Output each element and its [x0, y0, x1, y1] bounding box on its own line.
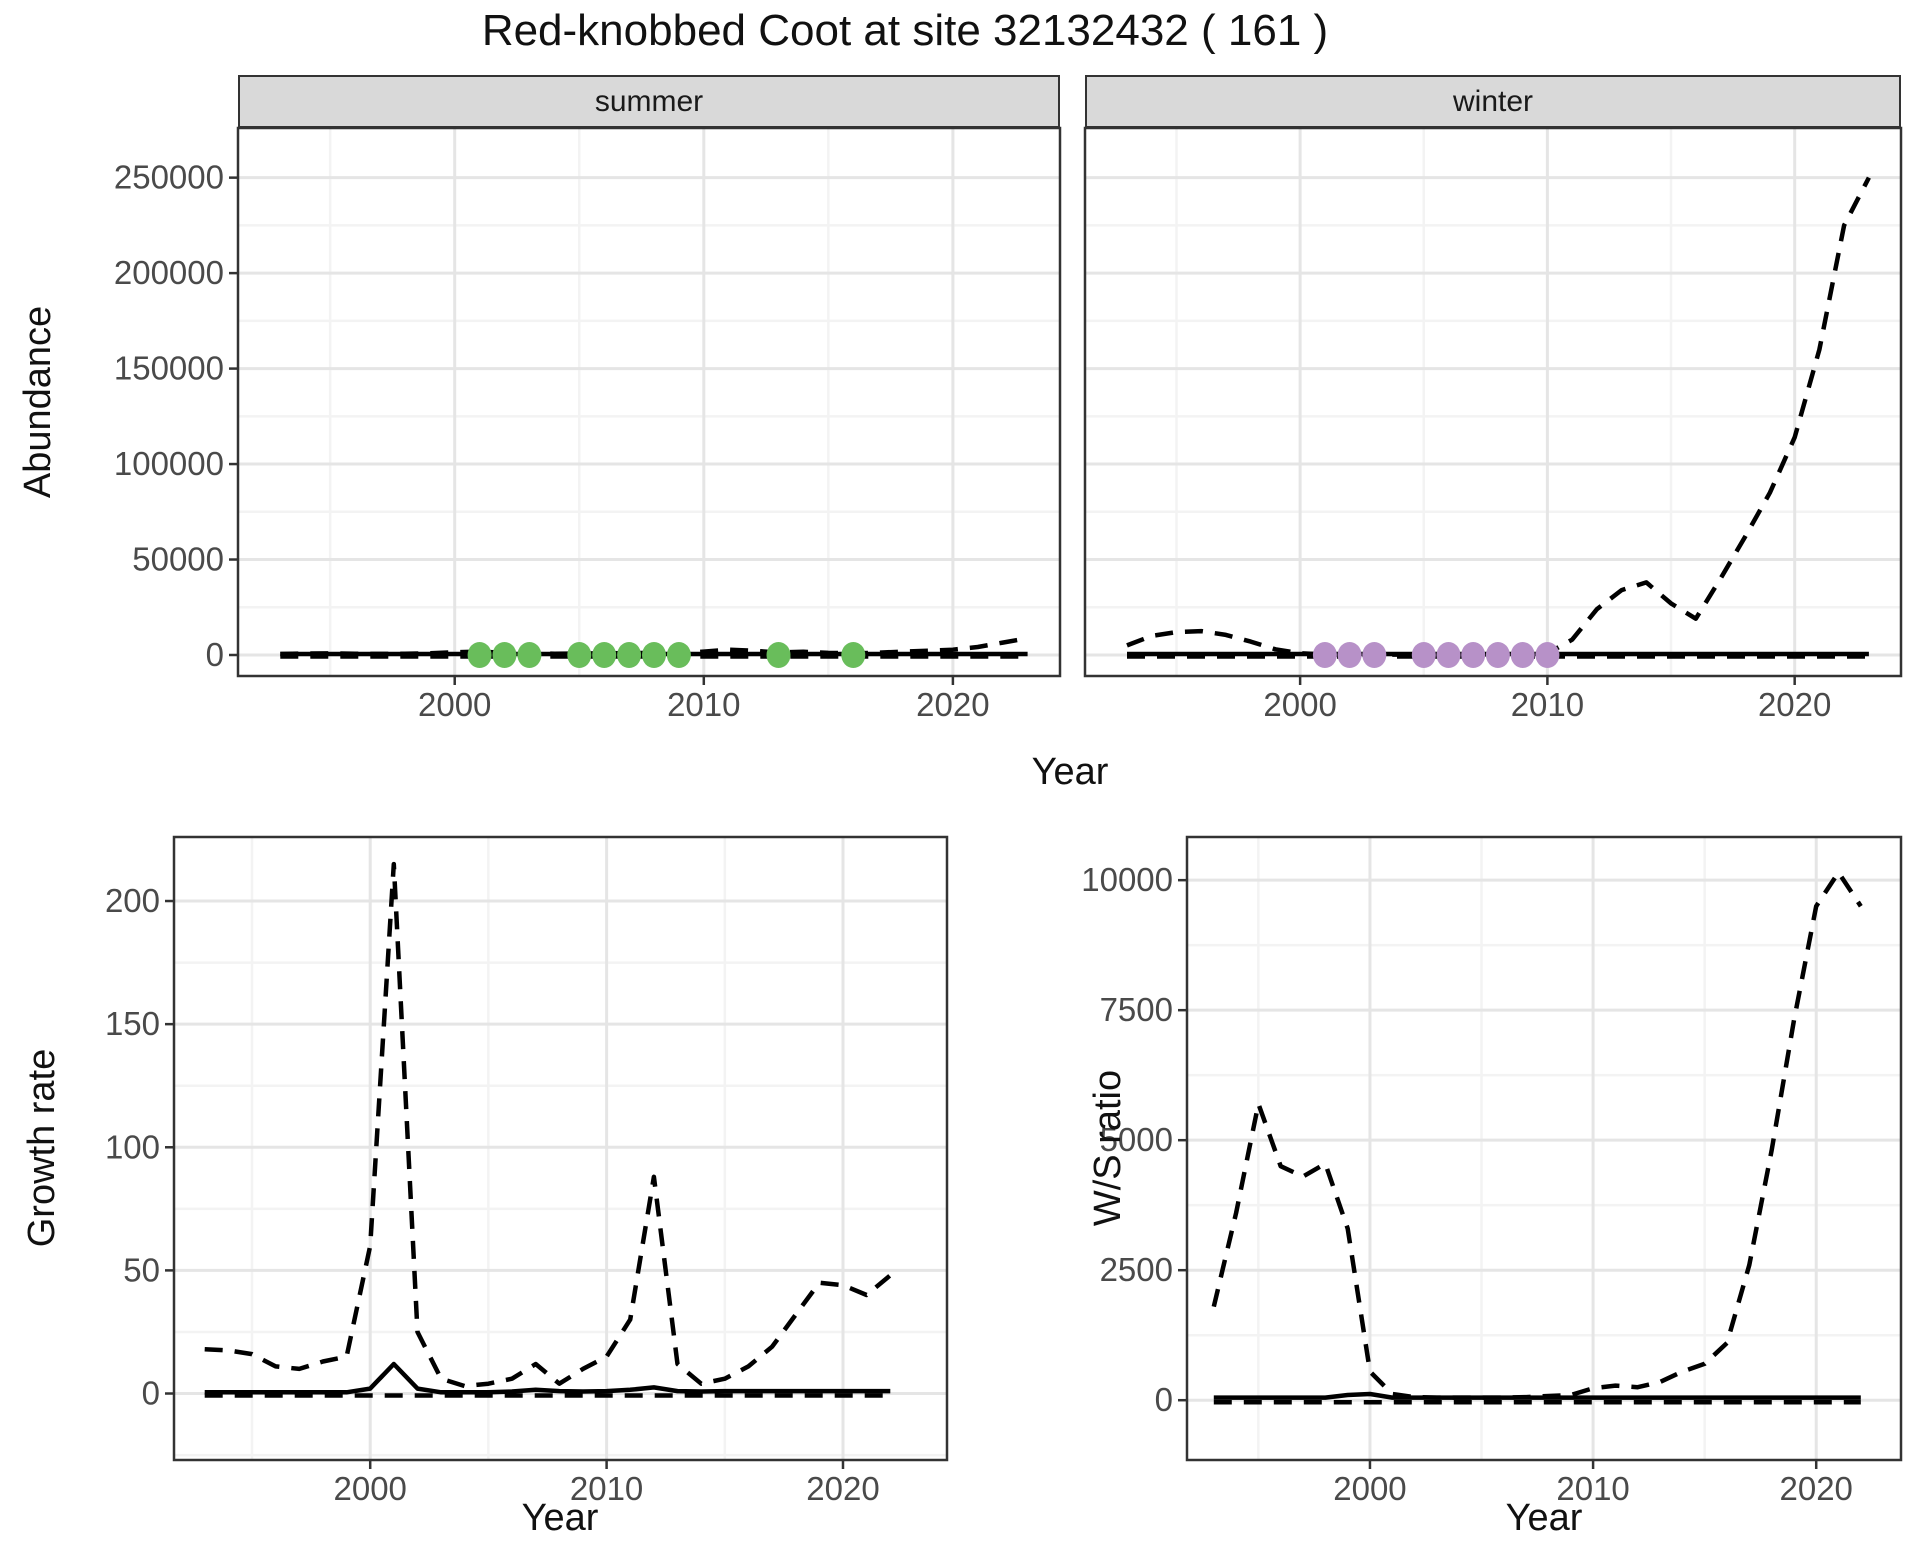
observed-counts-winter-point — [1510, 642, 1535, 668]
observed-counts-summer-point — [592, 642, 617, 668]
growth-rate-y-tick-label: 100 — [105, 1128, 160, 1165]
observed-counts-summer-point — [642, 642, 666, 668]
abundance-winter-x-tick-label: 2020 — [1758, 686, 1831, 723]
ws-ratio-y-tick-label: 7500 — [1100, 991, 1173, 1028]
ws-ratio-y-tick-label: 5000 — [1100, 1121, 1173, 1158]
abundance-summer-plot-area — [238, 128, 1060, 676]
observed-counts-summer-point — [617, 642, 642, 668]
growth-rate-x-tick-label: 2020 — [806, 1470, 879, 1507]
ws-ratio-axis-title: W/S ratio — [1087, 1069, 1129, 1227]
abundance-summer-panel-border — [236, 126, 1062, 678]
growth-rate-x-tick-label: 2000 — [333, 1470, 406, 1507]
abundance-axis-title: Abundance — [17, 305, 59, 499]
observed-counts-summer-point — [467, 642, 492, 668]
abundance-winter-x-tick-label: 2010 — [1511, 686, 1584, 723]
growth-rate-y-tick-label: 200 — [105, 882, 160, 919]
ws-ratio-y-tick-label: 0 — [1155, 1381, 1173, 1418]
observed-counts-winter-point — [1436, 642, 1461, 668]
growth-rate-panel: 2000 2010 2020 0 50 100 150 200 — [105, 835, 949, 1507]
abundance-summer-panel: 2000 2010 2020 0 50000 100000 150000 200000 2500… — [114, 126, 1062, 723]
ws-ratio-x-tick-label: 2000 — [1333, 1470, 1406, 1507]
observed-counts-winter-point — [1337, 642, 1362, 668]
growth-rate-upper-ci-line — [204, 861, 892, 1389]
abundance-winter-panel-border — [1083, 126, 1903, 678]
abundance-summer-x-tick-label: 2020 — [916, 686, 989, 723]
observed-counts-winter-point — [1312, 642, 1337, 668]
abundance-y-tick-label: 150000 — [114, 350, 224, 387]
observed-counts-summer-point — [666, 642, 691, 668]
ws-ratio-median-line — [1213, 1391, 1861, 1400]
abundance-y-tick-label: 0 — [206, 636, 224, 673]
growth-rate-x-tick-label: 2010 — [570, 1470, 643, 1507]
facet-strip-winter: winter — [1085, 75, 1901, 128]
growth-rate-median-line — [204, 1361, 891, 1395]
observed-counts-winter-point — [1535, 642, 1560, 668]
abundance-winter-panel: 2000 2010 2020 — [1083, 126, 1903, 723]
abundance-winter-x-tick-label: 2000 — [1263, 686, 1336, 723]
ws-ratio-panel-border — [1185, 835, 1903, 1462]
observed-counts-winter-point — [1461, 642, 1486, 668]
observed-counts-summer-point — [517, 642, 542, 668]
abundance-x-axis-title: Year — [1031, 751, 1109, 793]
abundance-winter-plot-area — [1085, 128, 1901, 676]
abundance-y-tick-label: 100000 — [114, 445, 224, 482]
observed-counts-summer-point — [567, 642, 592, 668]
ws-ratio-panel: 2000 2010 2020 0 2500 5000 7500 10000 — [1081, 835, 1903, 1507]
observed-counts-summer-point — [492, 642, 517, 668]
abundance-summer-x-tick-label: 2010 — [667, 686, 740, 723]
observed-counts-winter-point — [1411, 642, 1436, 668]
ws-x-axis-title: Year — [1505, 1497, 1583, 1539]
facet-label-winter: winter — [1452, 85, 1534, 118]
growth-x-axis-title: Year — [521, 1497, 599, 1539]
observed-counts-summer-point — [766, 642, 791, 668]
abundance-summer-x-tick-label: 2000 — [418, 686, 491, 723]
ws-ratio-y-tick-label: 2500 — [1100, 1251, 1173, 1288]
observed-counts-winter-point — [1485, 642, 1510, 668]
growth-rate-y-tick-label: 150 — [105, 1005, 160, 1042]
growth-rate-axis-title: Growth rate — [21, 1048, 63, 1248]
ws-ratio-x-tick-label: 2020 — [1780, 1470, 1853, 1507]
observed-counts-summer-point — [841, 642, 866, 668]
abundance-y-tick-label: 50000 — [132, 541, 224, 578]
ws-ratio-x-tick-label: 2010 — [1556, 1470, 1629, 1507]
growth-rate-y-tick-label: 0 — [142, 1375, 160, 1412]
abundance-y-tick-label: 200000 — [114, 254, 224, 291]
observed-counts-winter-point — [1362, 642, 1387, 668]
facet-strip-summer: summer — [238, 75, 1060, 128]
abundance-y-tick-label: 250000 — [114, 159, 224, 196]
figure-title: Red-knobbed Coot at site 32132432 ( 161 … — [481, 6, 1329, 55]
ws-ratio-plot-area — [1187, 837, 1901, 1460]
growth-rate-y-tick-label: 50 — [123, 1251, 160, 1288]
facet-label-summer: summer — [594, 85, 704, 118]
ws-ratio-y-tick-label: 10000 — [1081, 861, 1173, 898]
